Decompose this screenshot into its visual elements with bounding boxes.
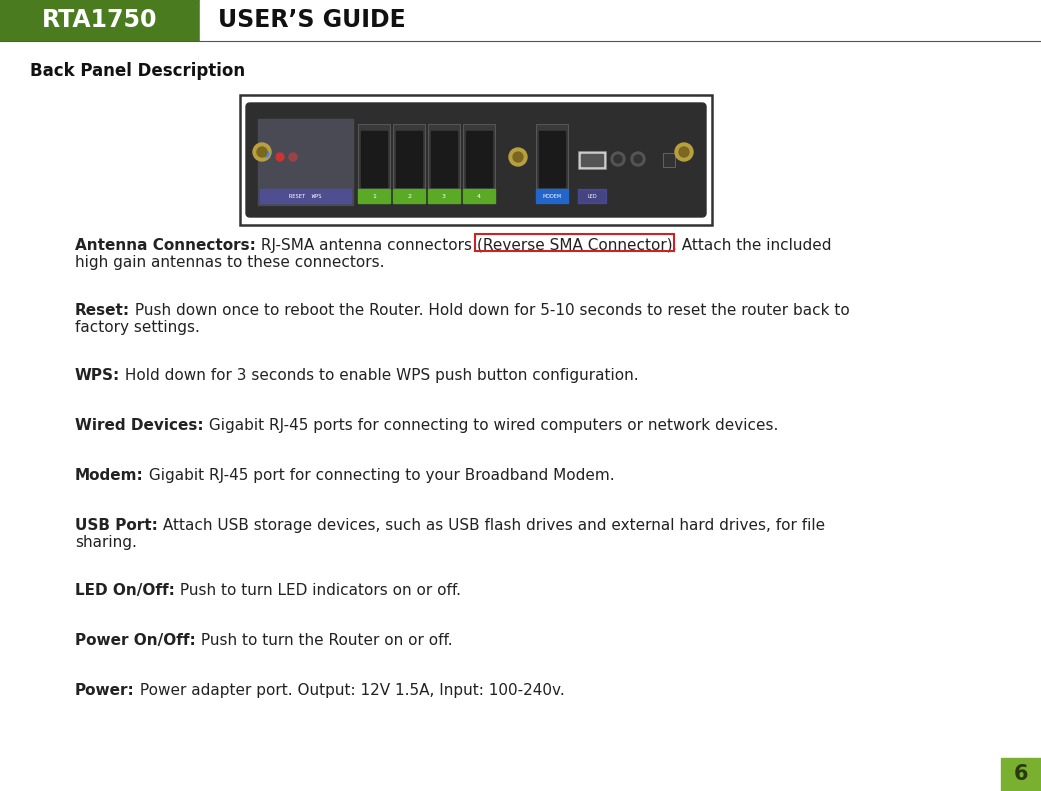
Text: USB Port:: USB Port: bbox=[75, 518, 158, 533]
Bar bbox=[358, 124, 390, 190]
Text: Power:: Power: bbox=[75, 683, 134, 698]
Text: Power On/Off:: Power On/Off: bbox=[75, 633, 196, 648]
FancyBboxPatch shape bbox=[246, 103, 706, 217]
Circle shape bbox=[263, 151, 269, 157]
Text: sharing.: sharing. bbox=[75, 535, 136, 550]
Text: 3: 3 bbox=[442, 194, 446, 199]
Circle shape bbox=[289, 153, 297, 161]
Text: factory settings.: factory settings. bbox=[75, 320, 200, 335]
Circle shape bbox=[276, 153, 284, 161]
Text: Gigabit RJ-45 port for connecting to your Broadband Modem.: Gigabit RJ-45 port for connecting to you… bbox=[144, 468, 614, 483]
Bar bbox=[358, 189, 390, 203]
Text: Reset:: Reset: bbox=[75, 303, 130, 318]
Bar bbox=[240, 95, 712, 225]
Text: Attach USB storage devices, such as USB flash drives and external hard drives, f: Attach USB storage devices, such as USB … bbox=[158, 518, 824, 533]
Bar bbox=[463, 189, 496, 203]
Bar bbox=[463, 124, 496, 190]
Bar bbox=[578, 151, 606, 169]
Bar bbox=[578, 189, 606, 203]
Bar bbox=[539, 131, 565, 187]
Circle shape bbox=[611, 152, 625, 166]
Text: Power adapter port. Output: 12V 1.5A, Input: 100-240v.: Power adapter port. Output: 12V 1.5A, In… bbox=[134, 683, 564, 698]
Text: Antenna Connectors:: Antenna Connectors: bbox=[75, 238, 256, 253]
Bar bbox=[258, 119, 353, 205]
Text: MODEM: MODEM bbox=[542, 194, 561, 199]
Bar bbox=[1001, 758, 1041, 791]
Circle shape bbox=[509, 148, 527, 166]
Bar bbox=[431, 131, 457, 187]
Bar bbox=[536, 189, 568, 203]
Text: RJ-SMA antenna connectors: RJ-SMA antenna connectors bbox=[256, 238, 477, 253]
Text: (Reverse SMA Connector): (Reverse SMA Connector) bbox=[477, 238, 672, 253]
Bar bbox=[240, 95, 712, 225]
Bar bbox=[581, 154, 603, 166]
Text: Wired Devices:: Wired Devices: bbox=[75, 418, 204, 433]
Text: WPS:: WPS: bbox=[75, 368, 120, 383]
Text: RTA1750: RTA1750 bbox=[43, 8, 158, 32]
Text: Push to turn LED indicators on or off.: Push to turn LED indicators on or off. bbox=[175, 583, 461, 598]
Bar bbox=[428, 124, 460, 190]
Bar bbox=[663, 153, 675, 167]
Text: Modem:: Modem: bbox=[75, 468, 144, 483]
Text: Push to turn the Router on or off.: Push to turn the Router on or off. bbox=[196, 633, 453, 648]
Circle shape bbox=[679, 147, 689, 157]
Text: USER’S GUIDE: USER’S GUIDE bbox=[218, 8, 406, 32]
Circle shape bbox=[634, 155, 642, 163]
Text: Back Panel Description: Back Panel Description bbox=[30, 62, 245, 80]
Bar bbox=[396, 131, 422, 187]
Text: Push down once to reboot the Router. Hold down for 5-10 seconds to reset the rou: Push down once to reboot the Router. Hol… bbox=[130, 303, 849, 318]
Text: high gain antennas to these connectors.: high gain antennas to these connectors. bbox=[75, 255, 384, 270]
Bar bbox=[428, 189, 460, 203]
Bar bbox=[361, 131, 387, 187]
Circle shape bbox=[631, 152, 645, 166]
Bar bbox=[0, 0, 200, 40]
Circle shape bbox=[614, 155, 623, 163]
Bar bbox=[200, 0, 1041, 40]
Text: LED On/Off:: LED On/Off: bbox=[75, 583, 175, 598]
Bar bbox=[393, 124, 425, 190]
Bar bbox=[393, 189, 425, 203]
Bar bbox=[475, 234, 675, 251]
Text: 1: 1 bbox=[372, 194, 376, 199]
Text: Gigabit RJ-45 ports for connecting to wired computers or network devices.: Gigabit RJ-45 ports for connecting to wi… bbox=[204, 418, 778, 433]
Bar bbox=[466, 131, 492, 187]
Bar bbox=[260, 189, 351, 203]
Circle shape bbox=[253, 143, 271, 161]
Text: LED: LED bbox=[587, 194, 596, 199]
Text: . Attach the included: . Attach the included bbox=[672, 238, 832, 253]
Text: RESET  WPS: RESET WPS bbox=[289, 194, 322, 199]
Text: 2: 2 bbox=[407, 194, 411, 199]
Text: 6: 6 bbox=[1014, 764, 1029, 785]
Bar bbox=[536, 124, 568, 190]
Text: 4: 4 bbox=[477, 194, 481, 199]
Text: Hold down for 3 seconds to enable WPS push button configuration.: Hold down for 3 seconds to enable WPS pu… bbox=[120, 368, 639, 383]
Circle shape bbox=[675, 143, 693, 161]
Circle shape bbox=[257, 147, 266, 157]
Circle shape bbox=[513, 152, 523, 162]
